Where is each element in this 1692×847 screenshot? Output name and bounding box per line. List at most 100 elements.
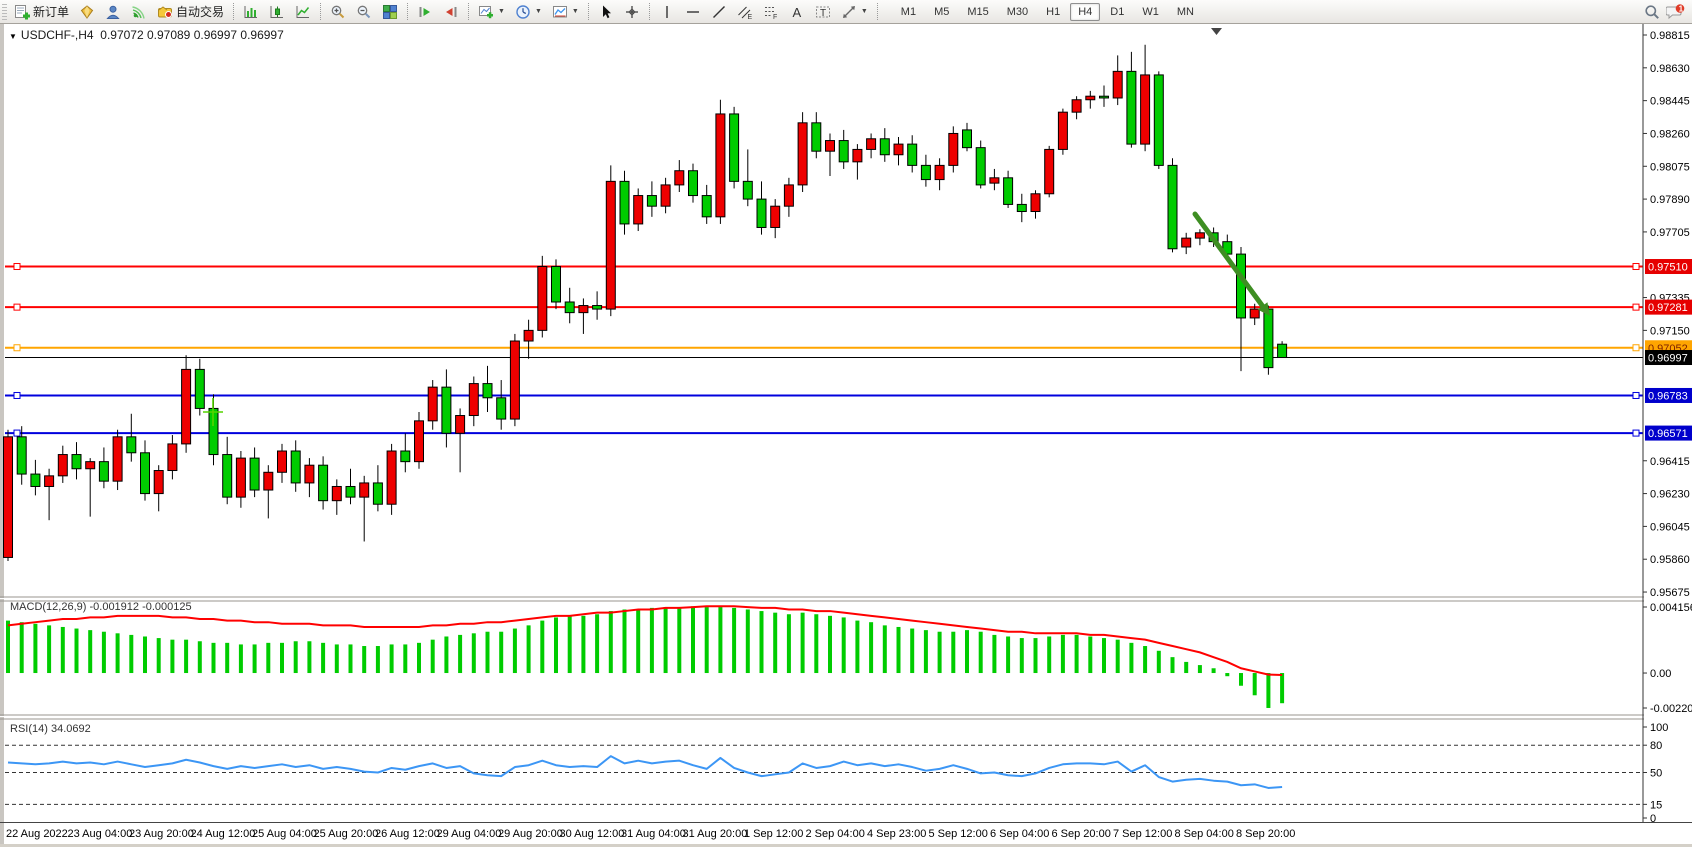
candle (181, 368, 192, 445)
candle (1044, 148, 1055, 195)
macd-bar (170, 639, 175, 674)
line-handle[interactable] (13, 303, 21, 311)
candle (811, 122, 822, 152)
fibonacci-button[interactable]: F (759, 1, 783, 23)
candle (386, 450, 397, 505)
line-handle[interactable] (13, 391, 21, 399)
cursor-button[interactable] (594, 1, 618, 23)
auto-trading-button[interactable]: 自动交易 (153, 1, 228, 23)
svg-text:E: E (747, 14, 752, 20)
svg-text:T: T (820, 8, 826, 19)
timeframe-button-H4[interactable]: H4 (1070, 2, 1101, 21)
timeframe-button-M15[interactable]: M15 (967, 5, 989, 18)
candle (619, 180, 630, 225)
trendline-button[interactable] (707, 1, 731, 23)
plus-marker-object[interactable] (203, 398, 223, 426)
horizontal-line-button[interactable] (681, 1, 705, 23)
macd-bar (252, 644, 257, 674)
line-handle[interactable] (13, 429, 21, 437)
macd-bar (197, 641, 202, 674)
macd-bar (33, 623, 38, 674)
candle (140, 452, 150, 495)
text-label-button[interactable]: T (811, 1, 835, 23)
zoom-out-button[interactable] (352, 1, 376, 23)
price-badge-0.96997 (1645, 350, 1692, 366)
auto-scroll-button[interactable] (413, 1, 437, 23)
line-chart-button[interactable] (291, 1, 315, 23)
text-label-icon: T (815, 4, 831, 20)
toolbar-grip[interactable] (2, 3, 7, 20)
line-handle[interactable] (1632, 303, 1640, 311)
timeframe-button-MN[interactable]: MN (1176, 5, 1194, 18)
macd-bar (280, 642, 284, 674)
candle (975, 147, 986, 186)
macd-bar (554, 617, 558, 674)
profile-button[interactable] (101, 1, 125, 23)
svg-text:0.98630: 0.98630 (1650, 63, 1690, 75)
search-icon[interactable] (1644, 4, 1660, 20)
macd-bar (1252, 673, 1257, 696)
line-handle[interactable] (1632, 429, 1640, 437)
timeframe-button-D1[interactable]: D1 (1110, 5, 1125, 18)
signal-icon (131, 4, 147, 20)
candle (400, 450, 411, 463)
horizontal-line-objects[interactable] (5, 263, 1643, 437)
line-handle[interactable] (13, 263, 21, 271)
timeframe-button-M1[interactable]: M1 (900, 5, 917, 18)
auto-scroll-icon (417, 4, 433, 20)
timeframe-button-M5[interactable]: M5 (934, 5, 950, 18)
indicators-button[interactable]: ▼ (474, 1, 509, 23)
macd-bar (1006, 636, 1011, 674)
candle (44, 475, 55, 487)
candle-chart-button[interactable] (265, 1, 289, 23)
chevron-down-icon: ▼ (498, 8, 505, 15)
line-handle[interactable] (1632, 263, 1640, 271)
chart-symbol-title[interactable]: ▼ USDCHF-,H4 0.97072 0.97089 0.96997 0.96… (9, 28, 284, 42)
macd-bar (1102, 638, 1106, 674)
candle (646, 195, 657, 207)
candle (427, 386, 438, 422)
candle (564, 301, 575, 314)
chart-shift-icon (443, 4, 459, 20)
crosshair-button[interactable] (620, 1, 644, 23)
candle (674, 170, 685, 186)
templates-button[interactable]: ▼ (548, 1, 583, 23)
chart-shift-marker[interactable] (1211, 28, 1222, 35)
arrows-button[interactable]: ▼ (837, 1, 872, 23)
line-handle[interactable] (13, 344, 21, 352)
chat-notification-icon[interactable]: 1 (1666, 3, 1688, 20)
bar-chart-button[interactable] (239, 1, 263, 23)
down-arrow-object[interactable] (1192, 211, 1270, 316)
text-button[interactable]: A (785, 1, 809, 23)
zoom-in-button[interactable] (326, 1, 350, 23)
macd-bar (101, 631, 106, 674)
timeframe-button-H1[interactable]: H1 (1046, 5, 1061, 18)
clock-icon (515, 4, 531, 20)
equidistant-channel-button[interactable]: E (733, 1, 757, 23)
new-order-button[interactable]: 新订单 (10, 1, 73, 23)
periods-button[interactable]: ▼ (511, 1, 546, 23)
ohlc-values-text: 0.97072 0.97089 0.96997 0.96997 (100, 28, 284, 42)
candle (455, 415, 466, 434)
market-watch-button[interactable] (75, 1, 99, 23)
candle (263, 471, 274, 491)
candle (1126, 70, 1137, 145)
date-label: 31 Aug 04:00 (621, 828, 686, 840)
timeframe-button-W1[interactable]: W1 (1142, 5, 1159, 18)
candle (688, 170, 698, 197)
line-handle[interactable] (1632, 391, 1640, 399)
tile-windows-button[interactable] (378, 1, 402, 23)
svg-text:0.97281: 0.97281 (1648, 302, 1688, 314)
macd-bar (622, 609, 627, 674)
candle (1071, 99, 1082, 113)
line-handle[interactable] (1632, 344, 1640, 352)
signal-button[interactable] (127, 1, 151, 23)
candle (71, 454, 82, 470)
macd-bar (1088, 636, 1093, 674)
date-label: 7 Sep 12:00 (1113, 828, 1172, 840)
timeframe-button-M30[interactable]: M30 (1006, 5, 1029, 18)
chart-shift-button[interactable] (439, 1, 463, 23)
candle (701, 195, 712, 218)
vertical-line-button[interactable] (655, 1, 679, 23)
